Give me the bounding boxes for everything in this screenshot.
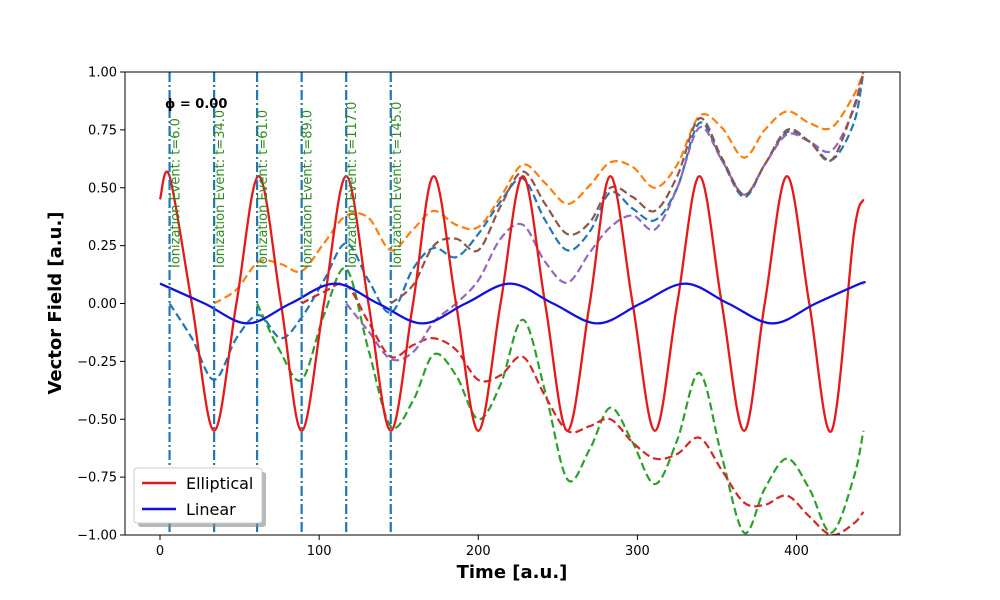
phase-annotation: ϕ = 0.00	[165, 97, 227, 112]
axes-background	[125, 72, 900, 535]
legend-label-linear: Linear	[186, 500, 236, 519]
y-tick-label: −0.75	[77, 471, 117, 486]
series-line-elliptical	[158, 170, 865, 433]
ionization-event-label: Ionization Event: t=145.0	[390, 102, 405, 268]
legend-label-elliptical: Elliptical	[186, 474, 253, 493]
x-tick-label: 400	[784, 544, 809, 559]
series-layer	[158, 72, 866, 535]
events-layer: Ionization Event: t=6.0 Ionization Event:…	[168, 72, 405, 535]
series-line-t-34-0	[213, 72, 865, 305]
series-line-t-61-0	[256, 267, 865, 534]
ionization-event-label: Ionization Event: t=117.0	[345, 102, 360, 268]
y-tick-label: −0.25	[77, 355, 117, 370]
ionization-event-label: Ionization Event: t=34.0	[213, 110, 228, 268]
x-axis-title: Time [a.u.]	[457, 562, 568, 583]
y-tick-label: 1.00	[88, 66, 117, 81]
y-tick-label: 0.50	[88, 181, 117, 196]
y-axis: −1.00 −0.75 −0.50 −0.25 0.00 0.25 0.50 0.75 1.00	[77, 66, 125, 544]
x-tick-label: 300	[625, 544, 650, 559]
legend: Elliptical Linear	[133, 467, 266, 527]
y-tick-label: −1.00	[77, 529, 117, 544]
plot-area: Ionization Event: t=6.0 Ionization Event:…	[124, 71, 901, 536]
y-tick-label: 0.25	[88, 239, 117, 254]
x-tick-label: 200	[466, 544, 491, 559]
ionization-event-label: Ionization Event: t=6.0	[169, 118, 184, 268]
ionization-event-label: Ionization Event: t=61.0	[256, 110, 271, 268]
series-line-linear	[159, 280, 866, 325]
y-tick-label: 0.75	[88, 123, 117, 138]
series-line-t-6-0	[168, 72, 865, 381]
y-tick-label: −0.50	[77, 413, 117, 428]
ionization-event-label: Ionization Event: t=89.0	[301, 110, 316, 268]
x-tick-label: 100	[307, 544, 332, 559]
series-line-t-145-0	[390, 72, 865, 305]
x-axis: 0 100 200 300 400	[156, 535, 809, 559]
x-tick-label: 0	[156, 544, 164, 559]
y-tick-label: 0.00	[88, 297, 117, 312]
y-axis-title: Vector Field [a.u.]	[45, 211, 66, 394]
series-line-t-89-0	[301, 282, 865, 535]
